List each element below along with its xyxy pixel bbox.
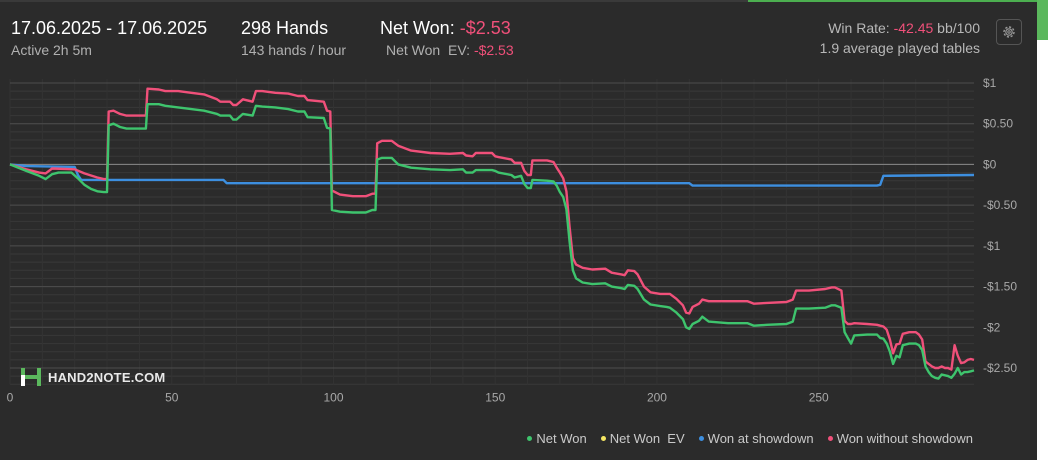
y-tick-label: -$1 [983,239,1001,253]
net-won-ev-label: Net Won EV: [386,42,471,58]
y-tick-label: -$1.50 [983,280,1017,294]
net-won-value: -$2.53 [459,18,511,38]
window-right-accent [1037,0,1048,40]
logo-text: HAND2NOTE.COM [48,369,166,385]
x-tick-label: 0 [7,390,14,404]
hands-count: 298 Hands [241,18,329,38]
hands-block: 298 Hands 143 hands / hour [241,18,346,58]
window-top-border [0,0,1048,2]
legend-label: Net Won [536,431,587,446]
net-won-ev-value: -$2.53 [473,42,514,58]
avg-tables: 1.9 average played tables [819,40,980,56]
y-tick-label: -$0.50 [983,198,1017,212]
chart-legend: Net Won Net Won EV Won at showdown Won w… [527,431,973,446]
x-tick-label: 250 [809,390,829,404]
x-tick-label: 50 [165,390,179,404]
legend-net-won[interactable]: Net Won [527,431,587,446]
legend-dot-won-at-showdown [698,436,704,441]
x-axis-ticks: 0 50 100 150 200 250 [7,390,829,404]
y-tick-label: $0.50 [983,117,1013,131]
x-tick-label: 200 [647,390,667,404]
hands-per-hour: 143 hands / hour [241,42,347,58]
legend-label: Net Won EV [609,431,685,446]
y-tick-label: $1 [983,76,997,90]
window-accent [748,0,1048,2]
legend-won-without-showdown[interactable]: Won without showdown [827,431,973,446]
chart-grid [9,78,974,385]
legend-label: Won without showdown [836,431,973,446]
active-duration: Active 2h 5m [11,42,92,58]
series-line-won-at-showdown [9,163,975,187]
win-rate-label: Win Rate: [828,20,890,36]
y-axis-ticks: $1 $0.50 $0 -$0.50 -$1 -$1.50 -$2 -$2.50 [983,76,1017,375]
y-tick-label: -$2.50 [983,361,1017,375]
hand2note-logo-icon [21,368,41,386]
series-line-net-won [9,103,975,380]
date-block: 17.06.2025 - 17.06.2025 Active 2h 5m [11,18,207,58]
net-won-block: Net Won: -$2.53 Net Won EV: -$2.53 [380,18,514,58]
y-tick-label: $0 [983,157,997,171]
legend-dot-net-won [527,436,533,441]
window-right-edge [1037,0,1048,460]
win-rate-block: Win Rate: -42.45 bb/100 1.9 average play… [820,20,980,56]
legend-dot-won-without-showdown [827,436,833,441]
legend-label: Won at showdown [707,431,814,446]
hand2note-logo: HAND2NOTE.COM [20,366,165,388]
legend-net-won-ev[interactable]: Net Won EV [600,431,685,446]
settings-button[interactable] [996,19,1022,45]
series-line-won-without-showdown [9,87,975,371]
gear-icon [1003,26,1015,38]
x-tick-label: 150 [485,390,505,404]
legend-won-at-showdown[interactable]: Won at showdown [698,431,814,446]
x-tick-label: 100 [323,390,343,404]
chart-lines [9,87,975,380]
legend-dot-net-won-ev [600,436,606,441]
date-range: 17.06.2025 - 17.06.2025 [11,18,208,38]
net-won-label: Net Won: [380,18,455,38]
win-rate-unit: bb/100 [937,20,980,36]
y-tick-label: -$2 [983,320,1001,334]
win-rate-value: -42.45 [893,20,934,36]
